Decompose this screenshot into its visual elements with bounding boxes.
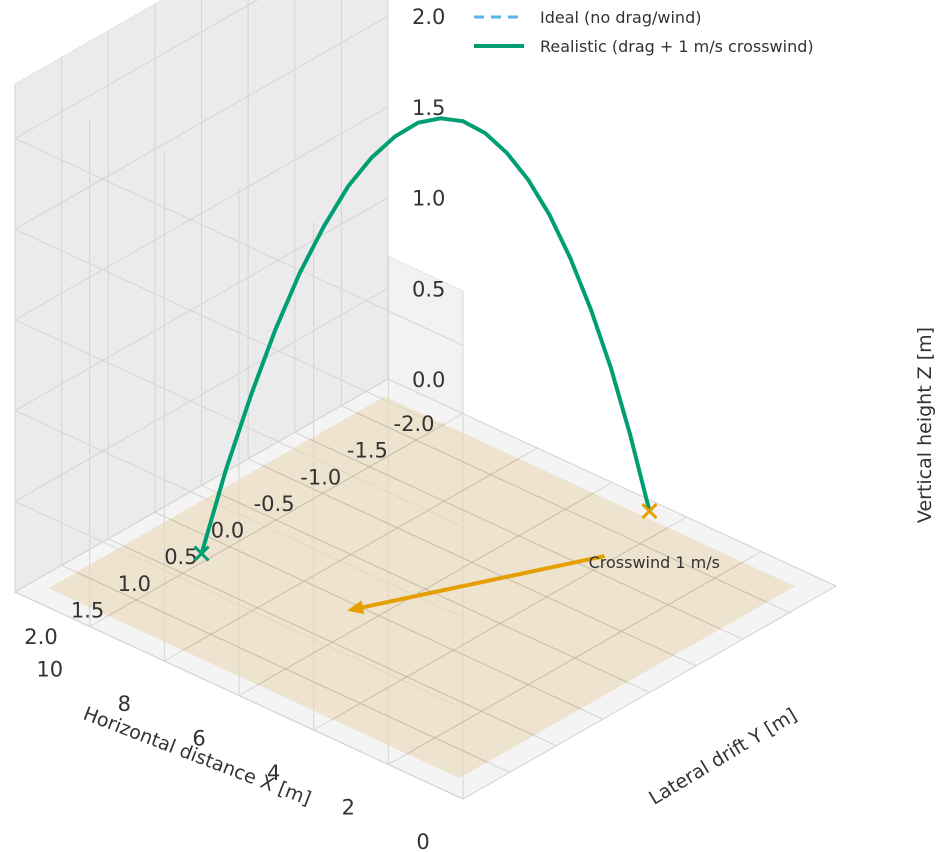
series-line-1 xyxy=(199,116,652,556)
ground-grid xyxy=(76,412,768,763)
grid-z-right xyxy=(14,15,389,230)
grid-z-right xyxy=(14,106,389,321)
ground-grid-line xyxy=(169,518,581,710)
legend: Ideal (no drag/wind) Realistic (drag + 1… xyxy=(474,8,814,56)
ground-grid-line xyxy=(76,571,488,763)
y-tick-label: 1.5 xyxy=(71,598,104,622)
ground-grid-line xyxy=(262,465,674,656)
z-tick-label: 1.5 xyxy=(412,96,445,120)
ground-grid-line xyxy=(216,491,628,683)
y-tick-label: 1.0 xyxy=(118,572,151,596)
grid-z-right xyxy=(14,287,389,502)
y-tick-label: 0.5 xyxy=(164,545,197,569)
marker-launch xyxy=(641,503,658,520)
legend-label-ideal: Ideal (no drag/wind) xyxy=(540,8,701,27)
annotation-layer: Crosswind 1 m/s xyxy=(347,553,720,615)
tick-labels: 024681012-2.0-1.5-1.0-0.50.00.51.01.52.0… xyxy=(24,5,445,852)
z-axis-label: Vertical height Z [m] xyxy=(914,327,936,523)
grid-z-right xyxy=(14,197,389,412)
y-tick-label: -0.5 xyxy=(254,492,295,516)
x-tick-label: 2 xyxy=(342,796,355,820)
grid-y-floor xyxy=(387,378,837,587)
y-tick-label: 2.0 xyxy=(24,625,57,649)
y-tick-label: -2.0 xyxy=(394,412,435,436)
x-tick-label: 6 xyxy=(192,727,205,751)
x-tick-label: 10 xyxy=(36,658,63,682)
x-axis-label: Horizontal distance X [m] xyxy=(80,703,314,810)
z-tick-label: 0.0 xyxy=(412,368,445,392)
y-axis-label: Lateral drift Y [m] xyxy=(645,704,800,809)
grid-z-right xyxy=(14,0,259,139)
x-tick-label: 4 xyxy=(267,761,280,785)
crosswind-arrow xyxy=(347,554,606,615)
grid-z-left xyxy=(14,137,464,346)
crosswind-label: Crosswind 1 m/s xyxy=(589,553,720,572)
series-layer xyxy=(193,116,658,562)
y-tick-label: 0.0 xyxy=(211,519,244,543)
ground-grid-line xyxy=(309,438,721,630)
z-tick-label: 1.0 xyxy=(412,187,445,211)
legend-label-realistic: Realistic (drag + 1 m/s crosswind) xyxy=(540,37,814,56)
ground-grid-line xyxy=(356,412,768,603)
z-tick-label: 0.5 xyxy=(412,277,445,301)
ground-grid-line xyxy=(122,545,535,736)
y-tick-label: -1.0 xyxy=(300,465,341,489)
marker-landing xyxy=(193,545,210,562)
z-tick-label: 2.0 xyxy=(412,5,445,29)
x-tick-label: 0 xyxy=(416,830,429,852)
grid-z-right xyxy=(14,378,389,593)
grid-z-left xyxy=(14,591,464,800)
x-tick-label: 8 xyxy=(118,692,131,716)
y-tick-label: -1.5 xyxy=(347,439,388,463)
